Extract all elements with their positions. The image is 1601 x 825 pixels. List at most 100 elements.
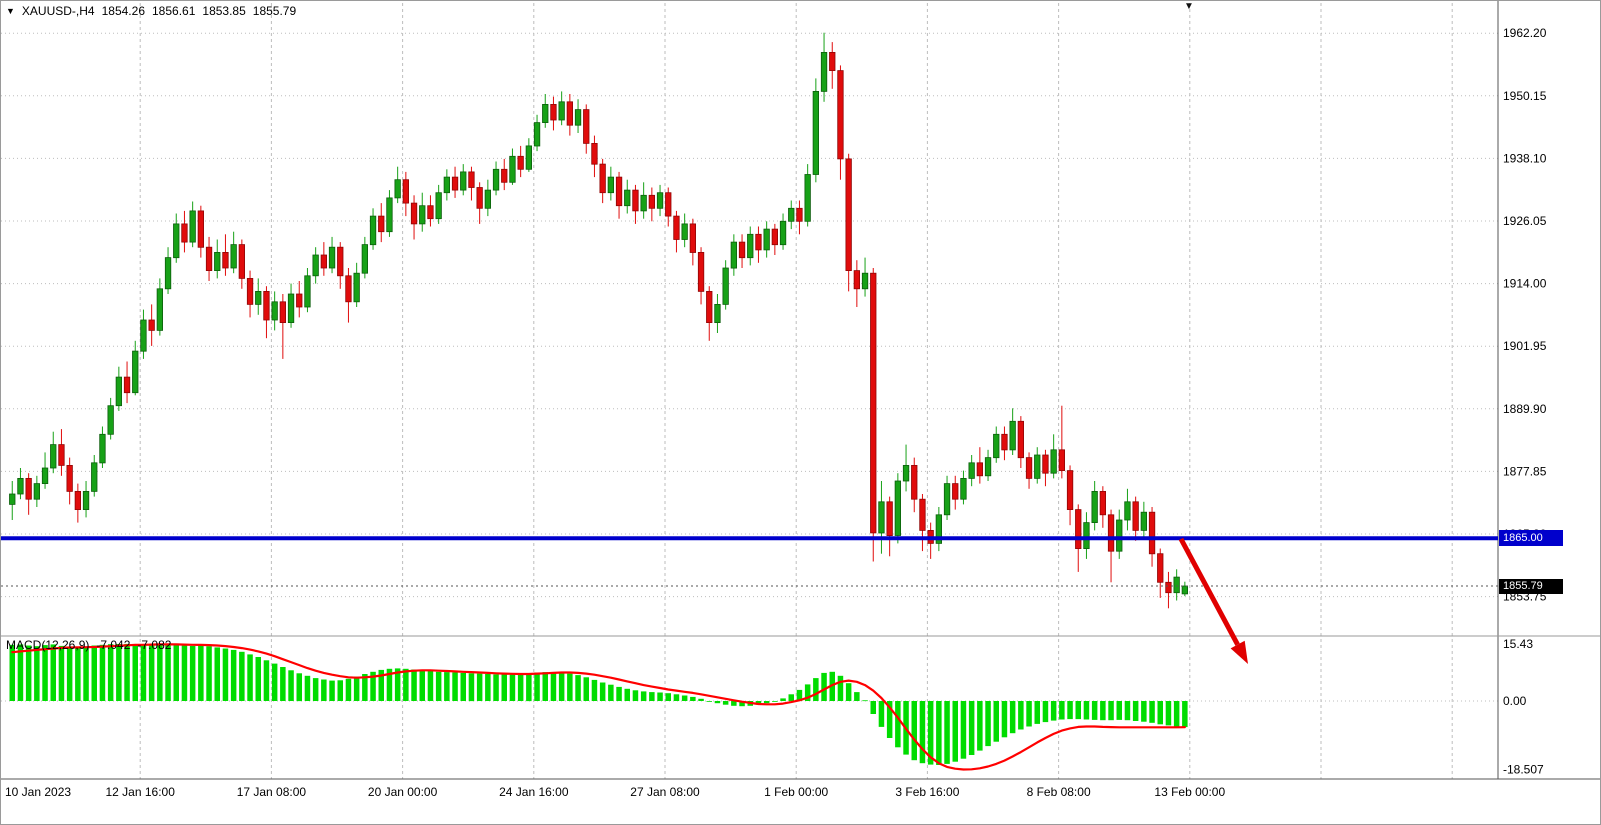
trend-arrow-head[interactable] [1230,640,1248,664]
drawing-objects-layer[interactable] [1,536,1498,664]
macd-histogram-bar [673,694,680,701]
macd-histogram-bar [165,644,171,701]
macd-histogram-bar [993,701,999,742]
candle-body [533,122,541,147]
price-axis-label: 1877.85 [1503,464,1547,478]
time-axis-label: 10 Jan 2023 [5,785,71,799]
chart-shift-marker-icon[interactable]: ▼ [1184,1,1194,12]
macd-histogram-bar [517,673,524,701]
macd-indicator-layer [9,643,1188,771]
candle-body [566,101,573,126]
candle-body [328,246,336,269]
macd-histogram-bar [813,678,819,701]
macd-histogram-bar [132,644,138,701]
macd-histogram-bar [763,701,770,704]
candle-body [361,244,369,274]
macd-histogram-bar [288,670,294,701]
candle-body [779,220,787,246]
macd-histogram-bar [99,644,106,701]
candle-body [476,187,483,209]
time-axis-label: 1 Feb 00:00 [764,785,828,799]
candle-body [410,202,418,225]
macd-histogram-bar [386,668,393,701]
macd-histogram-bar [427,671,434,701]
candle-body [673,215,680,240]
macd-histogram-bar [42,645,48,701]
time-axis-label: 12 Jan 16:00 [105,785,175,799]
macd-histogram-bar [9,644,15,701]
hline-price-badge: 1865.00 [1499,530,1563,546]
time-axis-label: 13 Feb 00:00 [1154,785,1225,799]
candle-body [878,501,885,534]
macd-histogram-bar [526,673,532,702]
candle-body [796,207,803,222]
macd-histogram-bar [296,673,302,702]
macd-histogram-bar [222,648,229,701]
macd-histogram-bar [1034,701,1040,724]
macd-histogram-bar [599,682,606,701]
macd-histogram-bar [198,645,204,701]
macd-histogram-bar [362,674,368,701]
macd-histogram-bar [575,675,581,701]
macd-histogram-bar [665,693,671,701]
candle-body [853,270,860,290]
candle-body [279,301,287,323]
macd-histogram-bar [239,651,245,701]
current-price-badge: 1855.79 [1499,579,1563,594]
macd-histogram-bar [936,701,942,765]
macd-histogram-bar [624,688,630,701]
macd-histogram-bar [690,696,696,701]
candle-body [427,205,434,220]
candle-body [960,477,967,500]
macd-histogram-bar [91,645,97,701]
time-axis-label: 8 Feb 08:00 [1027,785,1091,799]
macd-histogram-bar [1042,701,1049,723]
candle-body [632,189,639,212]
candle-body [558,101,565,121]
macd-histogram-bar [755,701,762,705]
macd-histogram-bar [181,645,188,701]
macd-histogram-bar [66,647,73,701]
candle-body [870,272,877,534]
macd-histogram-bar [419,670,425,701]
candle-body [607,176,614,194]
candle-body [902,464,910,482]
macd-histogram-bar [189,645,196,701]
candle-body [919,498,926,531]
dropdown-triangle-icon[interactable]: ▼ [6,5,15,16]
price-axis-label: 1938.10 [1503,151,1547,165]
macd-axis-label: -18.507 [1503,763,1544,777]
macd-histogram-bar [452,672,458,701]
bar-close-value: 1855.79 [252,4,297,18]
macd-histogram-bar [780,698,786,701]
trend-arrow-shaft[interactable] [1178,537,1240,646]
macd-histogram-bar [58,645,65,701]
candle-body [1001,433,1008,451]
macd-histogram-bar [255,657,261,701]
macd-histogram-bar [468,673,475,702]
candle-body [968,462,975,479]
macd-histogram-bar [148,644,155,701]
candle-body [952,483,959,500]
candle-body [82,490,90,510]
symbol-period-label: XAUUSD-,H4 [21,4,95,18]
macd-histogram-bar [714,701,721,704]
price-axis-label: 1889.90 [1503,402,1547,416]
candle-body [468,171,475,188]
bar-open-value: 1854.26 [101,4,145,18]
candle-body [501,168,508,183]
candles-layer[interactable] [9,32,1188,609]
macd-histogram-bar [608,684,614,701]
macd-histogram-bar [1059,701,1065,720]
macd-histogram-bar [534,672,540,701]
candle-body [1025,457,1033,479]
candle-body [583,109,590,144]
candle-body [984,457,992,477]
macd-signal-line [11,643,1186,771]
macd-histogram-bar [444,672,450,701]
candle-body [156,288,164,331]
macd-histogram-bar [1009,701,1016,734]
macd-histogram-bar [1116,701,1122,720]
